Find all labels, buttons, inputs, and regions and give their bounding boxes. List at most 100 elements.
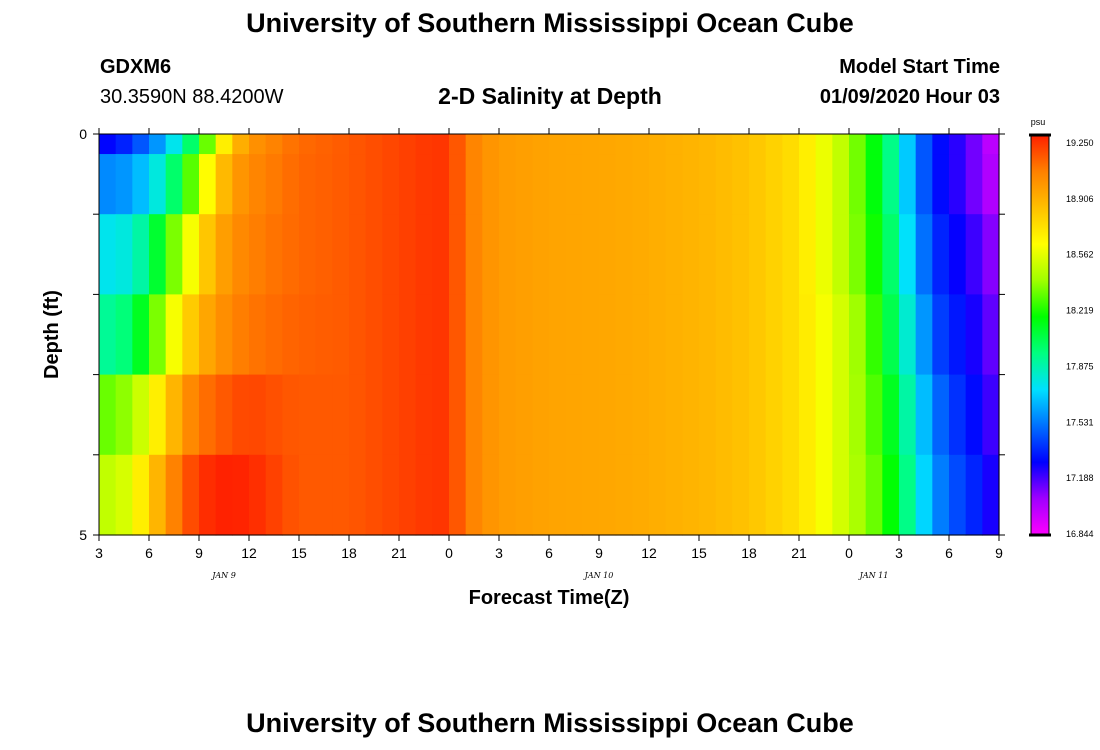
- x-tick-label: 6: [945, 545, 953, 561]
- heatmap-cell: [832, 294, 850, 376]
- page-title: University of Southern Mississippi Ocean…: [246, 8, 854, 38]
- heatmap-cell: [282, 454, 300, 536]
- heatmap-cell: [382, 454, 400, 536]
- heatmap-cell: [482, 454, 500, 536]
- heatmap-cell: [332, 134, 350, 155]
- colorbar-label: 18.219: [1066, 306, 1094, 316]
- heatmap-cell: [482, 294, 500, 376]
- heatmap-cell: [382, 154, 400, 215]
- heatmap-cell: [365, 454, 383, 536]
- colorbar-unit: psu: [1031, 117, 1046, 127]
- heatmap-cell: [665, 294, 683, 376]
- heatmap-cell: [332, 154, 350, 215]
- heatmap-cell: [399, 294, 417, 376]
- heatmap-cell: [982, 214, 1000, 295]
- x-tick-label: 18: [741, 545, 757, 561]
- heatmap-cell: [99, 294, 117, 376]
- x-tick-label: 15: [691, 545, 707, 561]
- heatmap-cell: [515, 214, 533, 295]
- heatmap-cell: [199, 294, 217, 376]
- heatmap-cell: [932, 134, 950, 155]
- heatmap-cell: [549, 294, 567, 376]
- heatmap-cell: [315, 294, 333, 376]
- heatmap-cell: [165, 214, 183, 295]
- heatmap-cell: [299, 134, 317, 155]
- heatmap-cell: [865, 294, 883, 376]
- heatmap-cell: [932, 154, 950, 215]
- x-tick-label: 21: [791, 545, 807, 561]
- heatmap-cell: [732, 454, 750, 536]
- heatmap-cell: [865, 154, 883, 215]
- x-tick-label: 9: [995, 545, 1003, 561]
- x-date-label: JAN 9: [210, 571, 236, 580]
- colorbar-gradient: [1030, 134, 1050, 536]
- heatmap-cell: [849, 454, 867, 536]
- heatmap-cell: [515, 454, 533, 536]
- heatmap-cell: [365, 154, 383, 215]
- heatmap-cell: [565, 374, 583, 456]
- heatmap-cell: [582, 454, 600, 536]
- heatmap-cell: [615, 214, 633, 295]
- x-tick-label: 21: [391, 545, 407, 561]
- heatmap-cell: [115, 374, 133, 456]
- heatmap-cell: [482, 374, 500, 456]
- heatmap-cell: [682, 154, 700, 215]
- heatmap-cell: [699, 374, 717, 456]
- heatmap-cell: [732, 154, 750, 215]
- heatmap-cell: [649, 154, 667, 215]
- heatmap-cell: [815, 454, 833, 536]
- heatmap-cell: [949, 454, 967, 536]
- heatmap-cell: [232, 294, 250, 376]
- heatmap-cell: [732, 374, 750, 456]
- heatmap-cell: [449, 294, 467, 376]
- heatmap-cell: [349, 294, 367, 376]
- heatmap-cell: [282, 374, 300, 456]
- colorbar-label: 17.531: [1066, 417, 1094, 427]
- heatmap-cell: [165, 454, 183, 536]
- heatmap-cell: [449, 374, 467, 456]
- heatmap-cell: [865, 134, 883, 155]
- heatmap-cell: [382, 134, 400, 155]
- heatmap-cell: [215, 374, 233, 456]
- heatmap-cell: [265, 374, 283, 456]
- heatmap-cell: [665, 454, 683, 536]
- heatmap-cell: [515, 294, 533, 376]
- heatmap-cell: [599, 214, 617, 295]
- heatmap-cell: [149, 294, 167, 376]
- heatmap-cell: [415, 374, 433, 456]
- heatmap-cell: [115, 454, 133, 536]
- heatmap-cell: [982, 154, 1000, 215]
- heatmap-cell: [632, 134, 650, 155]
- x-tick-label: 0: [845, 545, 853, 561]
- heatmap-cell: [715, 214, 733, 295]
- heatmap-cell: [182, 294, 200, 376]
- heatmap-cell: [149, 374, 167, 456]
- heatmap-cell: [815, 134, 833, 155]
- heatmap-cell: [699, 214, 717, 295]
- colorbar-label: 19.250: [1066, 138, 1094, 148]
- x-tick-label: 3: [895, 545, 903, 561]
- colorbar-label: 17.875: [1066, 361, 1094, 371]
- heatmap-cell: [465, 454, 483, 536]
- heatmap-cell: [499, 154, 517, 215]
- heatmap-cell: [215, 154, 233, 215]
- heatmap-cell: [899, 294, 917, 376]
- heatmap-cell: [299, 374, 317, 456]
- heatmap-cell: [182, 154, 200, 215]
- heatmap-cell: [615, 154, 633, 215]
- heatmap-cell: [915, 154, 933, 215]
- y-tick-label: 5: [79, 527, 87, 543]
- heatmap-cell: [782, 294, 800, 376]
- colorbar-label: 16.844: [1066, 529, 1094, 539]
- heatmap-cell: [132, 294, 150, 376]
- x-tick-label: 12: [641, 545, 657, 561]
- heatmap-cell: [549, 214, 567, 295]
- heatmap-cell: [265, 154, 283, 215]
- heatmap-cell: [882, 454, 900, 536]
- x-date-label: JAN 11: [858, 571, 889, 580]
- heatmap-cell: [882, 374, 900, 456]
- heatmap-cell: [232, 454, 250, 536]
- heatmap-cell: [715, 454, 733, 536]
- heatmap-cell: [99, 154, 117, 215]
